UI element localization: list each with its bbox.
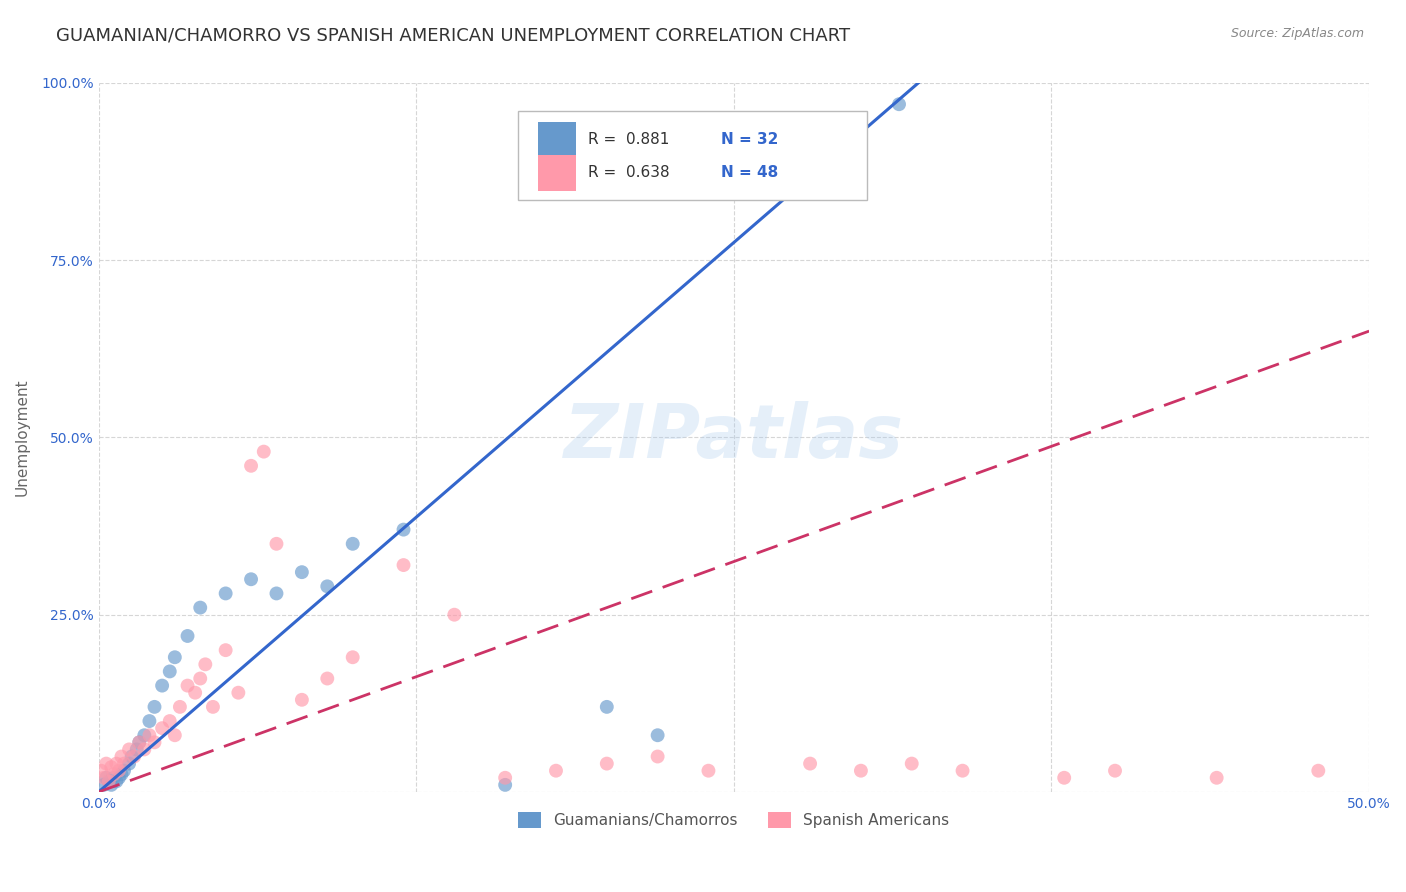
- Text: N = 48: N = 48: [721, 166, 779, 180]
- Text: GUAMANIAN/CHAMORRO VS SPANISH AMERICAN UNEMPLOYMENT CORRELATION CHART: GUAMANIAN/CHAMORRO VS SPANISH AMERICAN U…: [56, 27, 851, 45]
- Point: [96, 756, 118, 771]
- Point: [150, 679, 173, 693]
- Point: [697, 764, 720, 778]
- Point: [103, 767, 125, 781]
- Point: [97, 774, 120, 789]
- Point: [134, 742, 156, 756]
- Point: [118, 742, 141, 756]
- Point: [134, 728, 156, 742]
- Point: [1104, 764, 1126, 778]
- Point: [108, 771, 131, 785]
- Text: R =  0.881: R = 0.881: [588, 132, 669, 147]
- FancyBboxPatch shape: [538, 155, 576, 191]
- Point: [266, 537, 288, 551]
- Point: [176, 679, 198, 693]
- Point: [125, 742, 148, 756]
- Y-axis label: Unemployment: Unemployment: [15, 378, 30, 496]
- Point: [228, 686, 250, 700]
- Point: [112, 756, 135, 771]
- Point: [143, 735, 166, 749]
- Point: [97, 774, 120, 789]
- Point: [1053, 771, 1076, 785]
- Point: [118, 756, 141, 771]
- Point: [316, 672, 339, 686]
- Point: [253, 444, 276, 458]
- Text: Source: ZipAtlas.com: Source: ZipAtlas.com: [1230, 27, 1364, 40]
- Point: [1205, 771, 1227, 785]
- Point: [108, 764, 131, 778]
- Point: [138, 728, 160, 742]
- Point: [596, 699, 619, 714]
- Point: [240, 572, 263, 586]
- Point: [169, 699, 191, 714]
- Text: R =  0.638: R = 0.638: [588, 166, 669, 180]
- Point: [163, 650, 186, 665]
- Point: [93, 778, 115, 792]
- Point: [100, 778, 122, 792]
- Point: [799, 756, 821, 771]
- Point: [105, 756, 128, 771]
- Point: [110, 749, 132, 764]
- Text: ZIPatlas: ZIPatlas: [564, 401, 904, 474]
- Point: [291, 565, 314, 579]
- FancyBboxPatch shape: [517, 112, 868, 200]
- Point: [176, 629, 198, 643]
- Point: [184, 686, 207, 700]
- Point: [159, 665, 181, 679]
- Point: [103, 771, 125, 785]
- Point: [392, 558, 415, 572]
- Point: [849, 764, 872, 778]
- Point: [121, 749, 143, 764]
- Point: [596, 756, 619, 771]
- FancyBboxPatch shape: [538, 122, 576, 157]
- Point: [291, 693, 314, 707]
- Point: [90, 764, 112, 778]
- Point: [1308, 764, 1330, 778]
- Point: [128, 735, 150, 749]
- Point: [188, 672, 211, 686]
- Point: [150, 721, 173, 735]
- Point: [163, 728, 186, 742]
- Point: [112, 764, 135, 778]
- Point: [647, 749, 669, 764]
- Point: [887, 97, 910, 112]
- Point: [100, 760, 122, 774]
- Point: [240, 458, 263, 473]
- Point: [188, 600, 211, 615]
- Point: [214, 586, 236, 600]
- Point: [647, 728, 669, 742]
- Point: [494, 778, 516, 792]
- Point: [159, 714, 181, 728]
- Point: [266, 586, 288, 600]
- Point: [544, 764, 567, 778]
- Point: [138, 714, 160, 728]
- Point: [342, 650, 364, 665]
- Point: [194, 657, 217, 672]
- Point: [900, 756, 922, 771]
- Point: [96, 771, 118, 785]
- Point: [122, 749, 145, 764]
- Text: N = 32: N = 32: [721, 132, 779, 147]
- Point: [105, 774, 128, 789]
- Point: [316, 579, 339, 593]
- Point: [443, 607, 465, 622]
- Point: [214, 643, 236, 657]
- Point: [201, 699, 224, 714]
- Point: [342, 537, 364, 551]
- Point: [128, 735, 150, 749]
- Point: [93, 771, 115, 785]
- Point: [110, 767, 132, 781]
- Point: [494, 771, 516, 785]
- Point: [143, 699, 166, 714]
- Legend: Guamanians/Chamorros, Spanish Americans: Guamanians/Chamorros, Spanish Americans: [512, 805, 956, 834]
- Point: [952, 764, 974, 778]
- Point: [392, 523, 415, 537]
